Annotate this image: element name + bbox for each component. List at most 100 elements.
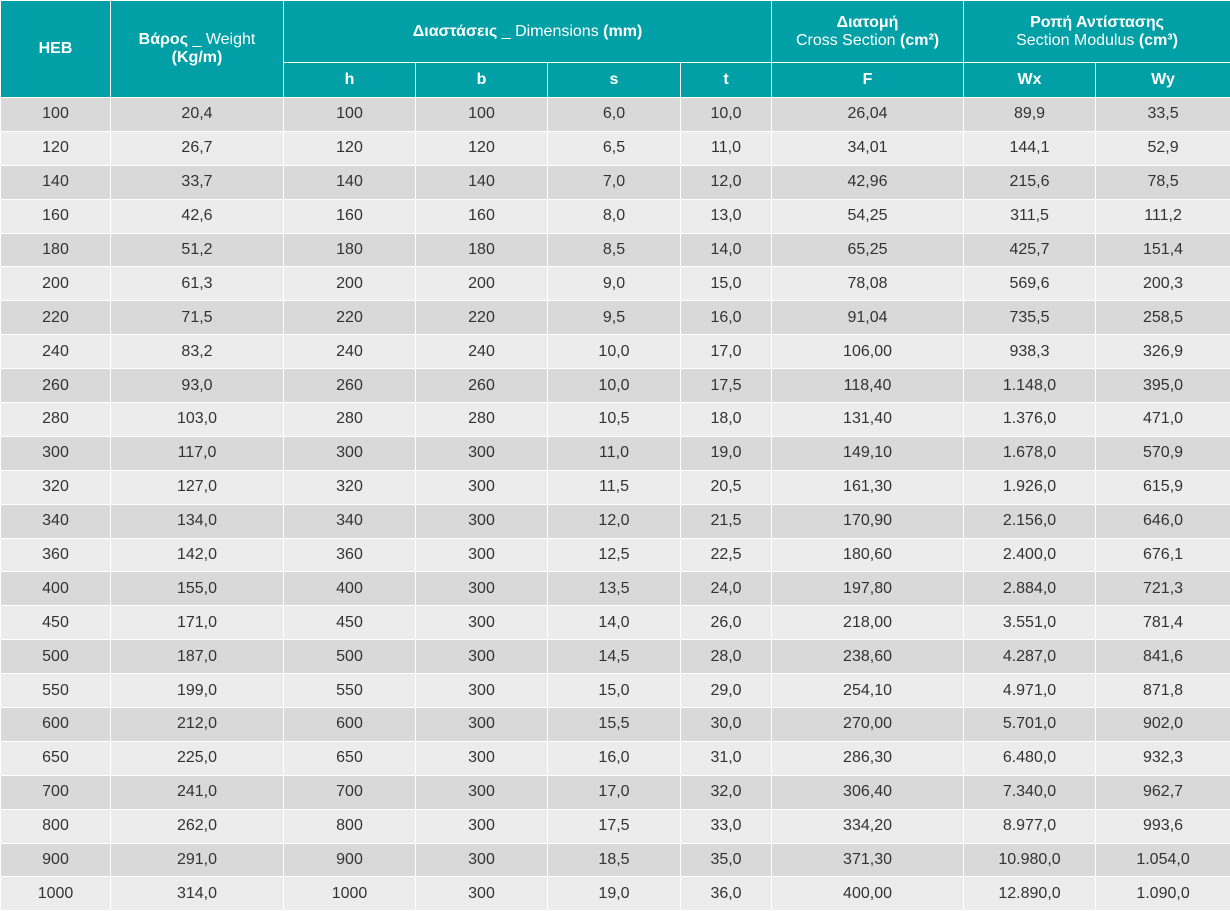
header-text: Βάρος xyxy=(138,31,189,48)
table-cell: 180 xyxy=(283,232,416,268)
table-cell: 14,0 xyxy=(679,232,773,268)
table-cell: 21,5 xyxy=(679,503,773,539)
table-cell: 1.054,0 xyxy=(1095,842,1230,878)
table-cell: 16,0 xyxy=(547,740,681,776)
table-cell: 215,6 xyxy=(963,164,1097,200)
table-cell: 106,00 xyxy=(771,334,965,370)
table-cell: 28,0 xyxy=(679,639,773,675)
table-cell: 11,0 xyxy=(679,130,773,166)
table-cell: 17,5 xyxy=(679,368,773,404)
table-cell: 600 xyxy=(283,707,416,742)
table-cell: 300 xyxy=(283,435,416,471)
table-cell: 16,0 xyxy=(679,300,773,336)
table-cell: 200 xyxy=(415,266,548,302)
table-cell: 12.890,0 xyxy=(963,876,1097,911)
table-cell: 615,9 xyxy=(1095,469,1230,505)
table-cell: 450 xyxy=(283,605,416,641)
table-cell: 24,0 xyxy=(679,571,773,607)
table-row: 140 33,7 140 140 7,0 12,0 42,96 215,6 78,5 xyxy=(0,164,1230,200)
table-cell: 200 xyxy=(283,266,416,302)
table-cell: 258,5 xyxy=(1095,300,1230,336)
table-cell: 570,9 xyxy=(1095,435,1230,471)
table-cell: 9,0 xyxy=(547,266,681,302)
table-cell: 300 xyxy=(415,469,548,505)
table-cell: 286,30 xyxy=(771,740,965,776)
table-cell: 334,20 xyxy=(771,808,965,844)
table-cell: 300 xyxy=(415,435,548,471)
sub-header-cell: Wy xyxy=(1095,62,1230,98)
table-cell: 71,5 xyxy=(110,300,284,336)
table-cell: 1000 xyxy=(0,876,111,911)
table-cell: 300 xyxy=(415,842,548,878)
table-body: 100 20,4 100 100 6,0 10,0 26,04 89,9 33,5 120 26,7… xyxy=(0,97,1230,911)
table-row: 600 212,0 600 300 15,5 30,0 270,00 5.701,0 902,0 xyxy=(0,707,1230,742)
table-cell: 225,0 xyxy=(110,740,284,776)
table-cell: 6,5 xyxy=(547,130,681,166)
table-cell: 993,6 xyxy=(1095,808,1230,844)
table-cell: 7,0 xyxy=(547,164,681,200)
table-row: 280 103,0 280 280 10,5 18,0 131,40 1.376,0 471,0 xyxy=(0,402,1230,437)
table-cell: 800 xyxy=(283,808,416,844)
sub-header-row: h b s t F Wx Wy xyxy=(1,62,1230,98)
table-cell: 646,0 xyxy=(1095,503,1230,539)
header-text: (Kg/m) xyxy=(171,49,223,66)
table-cell: 550 xyxy=(283,673,416,709)
table-cell: 32,0 xyxy=(679,774,773,810)
table-cell: 17,0 xyxy=(679,334,773,370)
table-cell: 569,6 xyxy=(963,266,1097,302)
table-cell: 340 xyxy=(0,503,111,539)
table-cell: 111,2 xyxy=(1095,198,1230,234)
table-cell: 91,04 xyxy=(771,300,965,336)
table-cell: 700 xyxy=(0,774,111,810)
table-cell: 280 xyxy=(283,402,416,437)
table-cell: 220 xyxy=(0,300,111,336)
table-cell: 241,0 xyxy=(110,774,284,810)
table-cell: 142,0 xyxy=(110,537,284,573)
table-cell: 200 xyxy=(0,266,111,302)
table-cell: 120 xyxy=(415,130,548,166)
table-cell: 300 xyxy=(415,571,548,607)
table-cell: 134,0 xyxy=(110,503,284,539)
table-cell: 340 xyxy=(283,503,416,539)
table-cell: 15,0 xyxy=(547,673,681,709)
table-cell: 238,60 xyxy=(771,639,965,675)
table-cell: 300 xyxy=(415,876,548,911)
table-cell: 42,6 xyxy=(110,198,284,234)
table-cell: 8,0 xyxy=(547,198,681,234)
table-cell: 61,3 xyxy=(110,266,284,302)
table-cell: 155,0 xyxy=(110,571,284,607)
table-row: 260 93,0 260 260 10,0 17,5 118,40 1.148,0 395,0 xyxy=(0,368,1230,404)
table-cell: 500 xyxy=(0,639,111,675)
table-cell: 93,0 xyxy=(110,368,284,404)
table-cell: 700 xyxy=(283,774,416,810)
table-cell: 600 xyxy=(0,707,111,742)
header-cell: Διατομή Cross Section (cm²) xyxy=(771,0,965,63)
table-cell: 300 xyxy=(415,707,548,742)
table-cell: 300 xyxy=(0,435,111,471)
header-cell: Ροπή Αντίστασης Section Modulus (cm³) xyxy=(963,0,1230,63)
table-cell: 12,0 xyxy=(547,503,681,539)
header-text: Ροπή Αντίστασης xyxy=(1030,13,1164,31)
table-row: 320 127,0 320 300 11,5 20,5 161,30 1.926,0 615,9 xyxy=(0,469,1230,505)
table-cell: 300 xyxy=(415,503,548,539)
table-cell: 650 xyxy=(0,740,111,776)
table-cell: 171,0 xyxy=(110,605,284,641)
table-cell: 19,0 xyxy=(679,435,773,471)
table-cell: 300 xyxy=(415,673,548,709)
table-cell: 100 xyxy=(0,97,111,132)
table-row: 800 262,0 800 300 17,5 33,0 334,20 8.977,0 993,6 xyxy=(0,808,1230,844)
table-cell: 200,3 xyxy=(1095,266,1230,302)
table-cell: 29,0 xyxy=(679,673,773,709)
table-cell: 676,1 xyxy=(1095,537,1230,573)
table-cell: 360 xyxy=(0,537,111,573)
table-row: 340 134,0 340 300 12,0 21,5 170,90 2.156,0 646,0 xyxy=(0,503,1230,539)
table-cell: 12,0 xyxy=(679,164,773,200)
table-cell: 300 xyxy=(415,774,548,810)
table-cell: 160 xyxy=(415,198,548,234)
table-cell: 78,5 xyxy=(1095,164,1230,200)
table-cell: 10,0 xyxy=(679,97,773,132)
table-cell: 240 xyxy=(0,334,111,370)
table-cell: 471,0 xyxy=(1095,402,1230,437)
table-cell: 51,2 xyxy=(110,232,284,268)
